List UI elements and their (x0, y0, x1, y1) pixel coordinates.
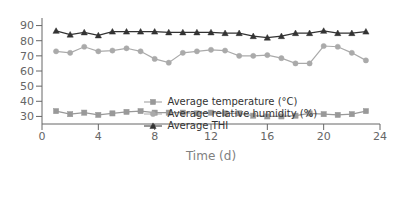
html-text:Average THI: Average THI (167, 120, 229, 132)
svg-text:40: 40 (20, 95, 34, 108)
svg-text:12: 12 (204, 130, 218, 143)
svg-text:Time (d): Time (d) (185, 149, 236, 163)
svg-text:24: 24 (373, 130, 387, 143)
svg-text:16: 16 (260, 130, 274, 143)
svg-text:0: 0 (39, 130, 46, 143)
svg-text:70: 70 (20, 50, 34, 63)
svg-text:50: 50 (20, 80, 34, 93)
html-text:Average temperature (°C): Average temperature (°C) (167, 96, 298, 108)
svg-text:20: 20 (317, 130, 331, 143)
svg-text:90: 90 (20, 19, 34, 32)
svg-text:80: 80 (20, 35, 34, 48)
svg-text:4: 4 (95, 130, 102, 143)
html-text:Average relative humidity (%): Average relative humidity (%) (167, 108, 318, 120)
svg-text:8: 8 (151, 130, 158, 143)
svg-text:30: 30 (20, 110, 34, 123)
svg-text:60: 60 (20, 65, 34, 78)
